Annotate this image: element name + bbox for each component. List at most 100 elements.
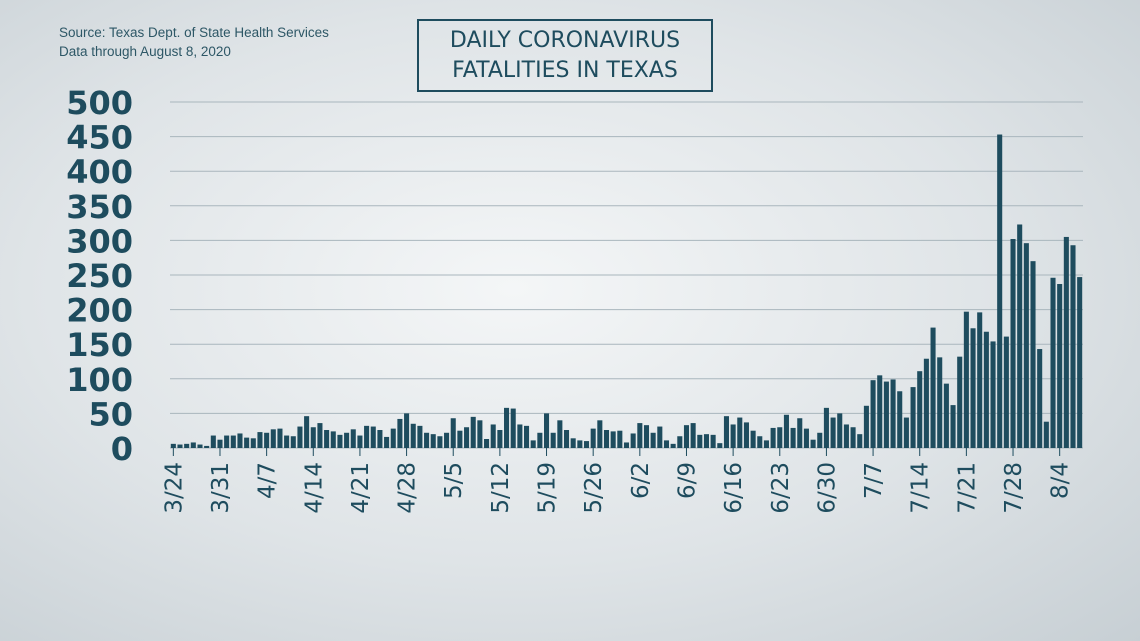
bar — [504, 407, 510, 448]
bar — [530, 440, 536, 448]
bar — [970, 328, 976, 448]
x-tick-label: 6/9 — [674, 462, 700, 499]
bar — [837, 413, 843, 448]
bar — [597, 420, 603, 448]
bar — [637, 423, 643, 448]
bar — [990, 341, 996, 448]
bar — [197, 444, 203, 448]
bar — [544, 413, 550, 448]
bar — [497, 430, 503, 448]
bar — [643, 425, 650, 448]
bar — [524, 425, 530, 448]
bar — [703, 434, 709, 448]
bar — [983, 331, 989, 448]
bar — [464, 427, 470, 448]
x-tick-label: 4/28 — [395, 462, 421, 514]
bar — [237, 433, 243, 448]
bar — [757, 436, 763, 448]
bar — [617, 430, 623, 448]
x-tick-label: 7/7 — [861, 462, 887, 499]
y-tick-label: 400 — [66, 153, 133, 191]
bar — [790, 427, 796, 448]
bar — [963, 311, 969, 448]
bar — [670, 443, 676, 448]
y-tick-label: 0 — [111, 430, 133, 468]
bar — [937, 357, 943, 448]
bar — [903, 417, 909, 448]
bar — [257, 432, 263, 448]
bar — [577, 440, 583, 448]
bar — [364, 425, 370, 448]
bar — [857, 434, 863, 448]
x-tick-label: 5/12 — [488, 462, 514, 514]
bar — [710, 434, 716, 448]
bar — [917, 371, 923, 448]
y-tick-label: 450 — [66, 119, 133, 157]
bar — [1030, 261, 1036, 448]
bar — [244, 437, 250, 448]
bar — [1077, 277, 1083, 448]
bar — [877, 375, 883, 448]
bar — [750, 430, 756, 448]
bar — [184, 443, 190, 448]
bar — [570, 438, 576, 448]
bar — [557, 420, 563, 448]
bar — [264, 432, 270, 448]
bar — [1037, 349, 1043, 448]
bar — [217, 439, 223, 448]
source-note: Source: Texas Dept. of State Health Serv… — [59, 23, 329, 61]
bar — [470, 416, 476, 448]
bar — [797, 418, 803, 448]
bar — [277, 428, 283, 448]
bar — [950, 405, 956, 448]
data-through-line: Data through August 8, 2020 — [59, 44, 231, 59]
bar — [510, 408, 516, 448]
y-tick-label: 100 — [66, 361, 133, 399]
bar — [810, 439, 816, 448]
bar — [1003, 336, 1009, 448]
x-tick-label: 4/7 — [255, 462, 281, 499]
bar — [630, 433, 636, 448]
y-tick-label: 350 — [66, 188, 133, 226]
bar — [310, 427, 316, 448]
bar — [730, 424, 736, 448]
bar — [770, 427, 776, 448]
bar — [170, 443, 176, 448]
bar — [204, 445, 210, 448]
bar — [583, 441, 590, 448]
x-tick-label: 4/21 — [348, 462, 374, 514]
x-tick-label: 6/2 — [628, 462, 654, 499]
bar — [610, 431, 616, 448]
bar — [457, 430, 463, 448]
bar — [663, 440, 670, 448]
bar — [230, 435, 236, 448]
bar — [1010, 239, 1016, 448]
bar — [444, 432, 450, 448]
bar — [270, 429, 276, 448]
bar — [683, 425, 690, 448]
bar — [697, 434, 703, 448]
bar — [830, 417, 836, 448]
bar — [437, 436, 443, 448]
bar — [910, 387, 916, 448]
bar — [657, 426, 663, 448]
bar — [384, 436, 390, 448]
bar — [224, 435, 230, 448]
bar — [484, 439, 490, 448]
bar — [297, 426, 303, 448]
x-tick-label: 5/5 — [441, 462, 467, 499]
bar — [550, 432, 556, 448]
bar — [737, 417, 743, 448]
bar — [623, 442, 630, 448]
bar — [943, 383, 949, 448]
bar — [430, 434, 436, 448]
bar — [390, 428, 396, 448]
y-tick-label: 50 — [88, 395, 133, 433]
chart-title-line-2: FATALITIES IN TEXAS — [452, 57, 678, 83]
bar — [410, 423, 416, 448]
bar — [890, 379, 896, 448]
bar — [517, 424, 523, 448]
bar — [397, 418, 403, 448]
